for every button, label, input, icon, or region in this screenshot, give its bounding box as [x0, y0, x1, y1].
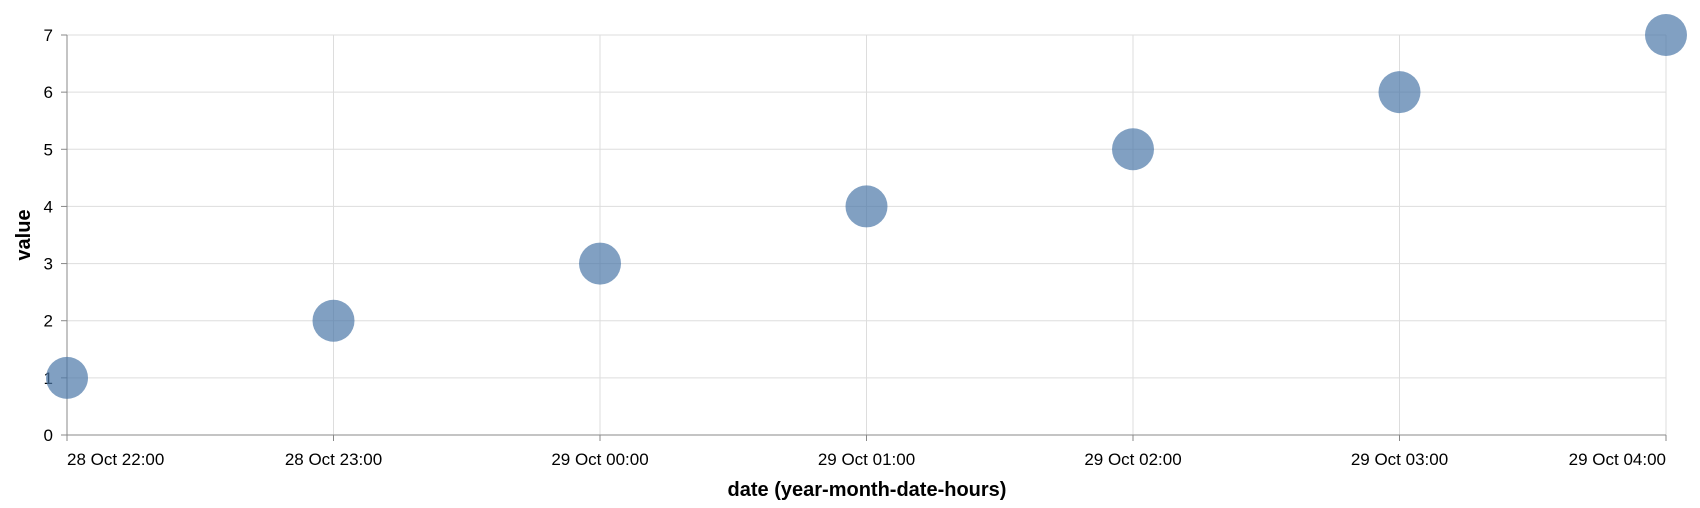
axes: 28 Oct 22:00 28 Oct 23:00 29 Oct 00:00 29 O… — [44, 26, 1667, 469]
y-tick-label: 0 — [44, 426, 53, 445]
data-point — [1378, 71, 1421, 114]
data-point — [312, 299, 355, 342]
data-point — [1645, 14, 1687, 56]
y-axis-title: value — [13, 209, 35, 260]
x-axis-title: date (year-month-date-hours) — [728, 479, 1007, 501]
points — [46, 14, 1687, 399]
y-tick-label: 5 — [44, 140, 53, 159]
data-point — [579, 242, 621, 285]
y-tick-label: 6 — [44, 83, 53, 102]
y-tick-label: 7 — [44, 26, 53, 45]
x-tick-label: 29 Oct 01:00 — [818, 450, 915, 469]
x-tick-label: 29 Oct 04:00 — [1569, 450, 1666, 469]
y-tick-label: 3 — [44, 255, 53, 274]
data-point — [46, 356, 88, 399]
grid — [66, 34, 1667, 436]
x-tick-label: 28 Oct 22:00 — [67, 450, 164, 469]
y-tick-label: 2 — [44, 312, 53, 331]
x-tick-label: 29 Oct 02:00 — [1084, 450, 1181, 469]
y-tick-label: 4 — [44, 197, 53, 216]
x-tick-label: 29 Oct 00:00 — [551, 450, 648, 469]
x-tick-label: 29 Oct 03:00 — [1351, 450, 1448, 469]
data-point — [1112, 128, 1154, 171]
data-point — [845, 185, 888, 228]
x-tick-label: 28 Oct 23:00 — [285, 450, 382, 469]
